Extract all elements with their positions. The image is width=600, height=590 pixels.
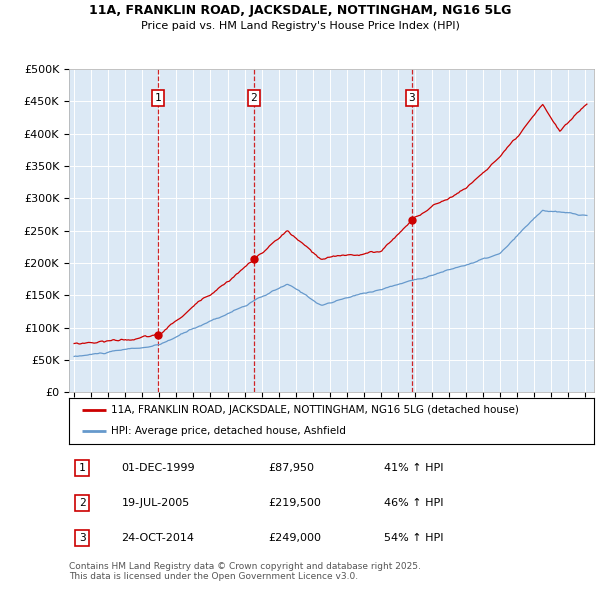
Text: 3: 3 [409, 93, 415, 103]
Text: 01-DEC-1999: 01-DEC-1999 [121, 463, 195, 473]
Text: 54% ↑ HPI: 54% ↑ HPI [384, 533, 443, 543]
Text: 1: 1 [155, 93, 161, 103]
Text: 1: 1 [79, 463, 86, 473]
Text: 11A, FRANKLIN ROAD, JACKSDALE, NOTTINGHAM, NG16 5LG: 11A, FRANKLIN ROAD, JACKSDALE, NOTTINGHA… [89, 4, 511, 17]
Text: HPI: Average price, detached house, Ashfield: HPI: Average price, detached house, Ashf… [111, 426, 346, 436]
Text: 11A, FRANKLIN ROAD, JACKSDALE, NOTTINGHAM, NG16 5LG (detached house): 11A, FRANKLIN ROAD, JACKSDALE, NOTTINGHA… [111, 405, 519, 415]
Text: 41% ↑ HPI: 41% ↑ HPI [384, 463, 443, 473]
Text: 19-JUL-2005: 19-JUL-2005 [121, 498, 190, 508]
Text: 24-OCT-2014: 24-OCT-2014 [121, 533, 194, 543]
Text: Contains HM Land Registry data © Crown copyright and database right 2025.
This d: Contains HM Land Registry data © Crown c… [69, 562, 421, 581]
Text: Price paid vs. HM Land Registry's House Price Index (HPI): Price paid vs. HM Land Registry's House … [140, 21, 460, 31]
Text: £249,000: £249,000 [269, 533, 322, 543]
Text: 2: 2 [251, 93, 257, 103]
Text: 2: 2 [79, 498, 86, 508]
Text: 3: 3 [79, 533, 86, 543]
Text: £219,500: £219,500 [269, 498, 322, 508]
Text: 46% ↑ HPI: 46% ↑ HPI [384, 498, 443, 508]
Text: £87,950: £87,950 [269, 463, 314, 473]
